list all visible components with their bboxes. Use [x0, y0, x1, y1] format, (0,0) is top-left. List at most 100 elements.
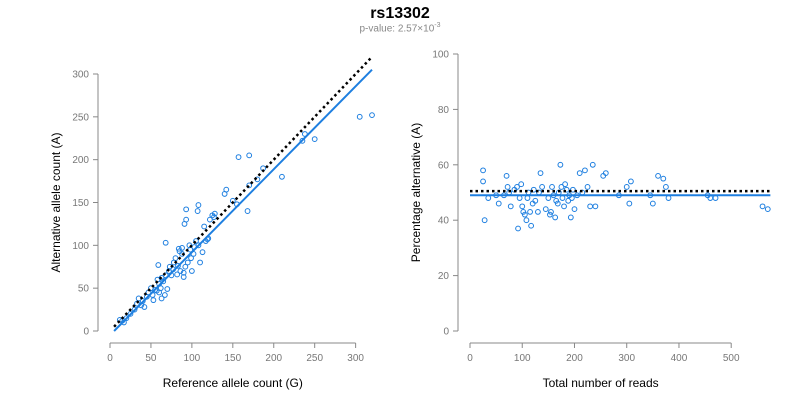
y-tick-label: 60 [438, 160, 450, 171]
data-point [587, 203, 594, 210]
x-axis-label: Reference allele count (G) [163, 376, 303, 390]
y-axis-label: Alternative allele count (A) [49, 132, 63, 272]
x-tick-label: 300 [347, 353, 364, 364]
data-point [179, 245, 185, 251]
data-point [175, 262, 181, 269]
data-point [201, 223, 208, 230]
y-tick-label: 40 [438, 216, 450, 227]
x-tick-label: 50 [145, 353, 157, 364]
data-point [535, 208, 541, 215]
data-point [160, 278, 167, 285]
data-point [759, 203, 766, 210]
data-point [150, 297, 157, 304]
data-point [655, 172, 661, 179]
data-point [554, 200, 561, 207]
data-point [184, 259, 191, 266]
data-point [246, 152, 253, 159]
data-point [211, 210, 218, 217]
data-point [549, 184, 555, 190]
data-point [518, 181, 525, 188]
data-point [545, 195, 552, 201]
data-point [197, 259, 203, 266]
data-point [559, 195, 566, 201]
data-point [528, 222, 535, 229]
y-tick-label: 200 [72, 155, 89, 166]
data-point [562, 181, 568, 188]
x-tick-label: 150 [224, 353, 241, 364]
data-point [139, 298, 146, 304]
data-point [649, 200, 656, 207]
p-value-text: p-value: 2.57×10 [359, 23, 435, 35]
y-tick-label: 100 [72, 241, 89, 252]
data-point [369, 112, 375, 119]
data-point [188, 268, 195, 274]
data-point [356, 113, 363, 120]
data-point [548, 208, 554, 215]
data-point [155, 262, 162, 268]
y-tick-label: 100 [432, 50, 449, 61]
data-point [521, 211, 528, 218]
data-point [584, 184, 591, 190]
y-tick-label: 0 [443, 327, 449, 338]
data-point [211, 214, 217, 220]
data-point [563, 186, 570, 193]
expected-line [113, 56, 373, 328]
data-point [628, 178, 634, 185]
data-point [174, 271, 181, 278]
data-point [246, 182, 253, 189]
data-point [183, 206, 190, 213]
data-point [182, 263, 189, 270]
data-point [194, 208, 201, 214]
data-point [552, 214, 559, 221]
data-point [504, 184, 511, 190]
allele-count-scatter: 0 50 100 150 200 250 300 0 50 100 150 200 250 300 Refe… [49, 56, 375, 390]
x-tick-label: 100 [184, 353, 201, 364]
chart-subtitle: p-value: 2.57×10-3 [0, 22, 800, 34]
data-point [592, 203, 599, 210]
y-tick-label: 0 [83, 327, 89, 338]
data-point [542, 206, 549, 213]
data-point [235, 154, 242, 160]
data-point [480, 167, 486, 174]
data-point [516, 195, 523, 201]
y-tick-label: 20 [438, 271, 450, 282]
chart-title: rs13302 [370, 5, 430, 22]
data-point [175, 245, 182, 252]
data-point [164, 286, 171, 292]
data-point [557, 161, 564, 168]
data-point [131, 306, 138, 313]
data-point [193, 238, 199, 244]
data-point [589, 161, 596, 168]
data-point [223, 186, 230, 193]
data-point [527, 208, 533, 215]
data-point [660, 175, 667, 182]
data-point [582, 167, 588, 174]
y-tick-label: 50 [78, 284, 90, 295]
data-point [558, 184, 565, 190]
data-point [519, 203, 526, 210]
x-tick-label: 200 [566, 353, 583, 364]
data-point [663, 184, 669, 190]
x-tick-label: 500 [723, 353, 740, 364]
data-point [561, 203, 567, 210]
data-point [576, 170, 583, 177]
data-point [180, 274, 187, 280]
data-point [565, 197, 572, 204]
data-point [172, 255, 179, 262]
data-point [571, 206, 578, 213]
data-point [665, 195, 672, 201]
data-point [514, 184, 520, 190]
data-point [206, 216, 213, 223]
data-point [532, 197, 539, 204]
data-point [503, 172, 510, 179]
data-point [623, 184, 630, 190]
data-point [299, 137, 306, 144]
data-point [195, 242, 202, 249]
data-point [199, 249, 206, 256]
data-point [764, 206, 771, 213]
y-axis-label: Percentage alternative (A) [409, 123, 423, 262]
data-point [481, 217, 488, 224]
data-point [161, 292, 168, 298]
data-point [177, 268, 184, 274]
